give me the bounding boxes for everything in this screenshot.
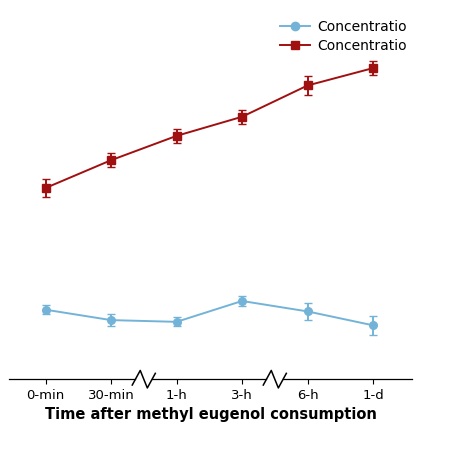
Legend: Concentratio, Concentratio: Concentratio, Concentratio	[274, 14, 412, 59]
X-axis label: Time after methyl eugenol consumption: Time after methyl eugenol consumption	[45, 408, 377, 422]
